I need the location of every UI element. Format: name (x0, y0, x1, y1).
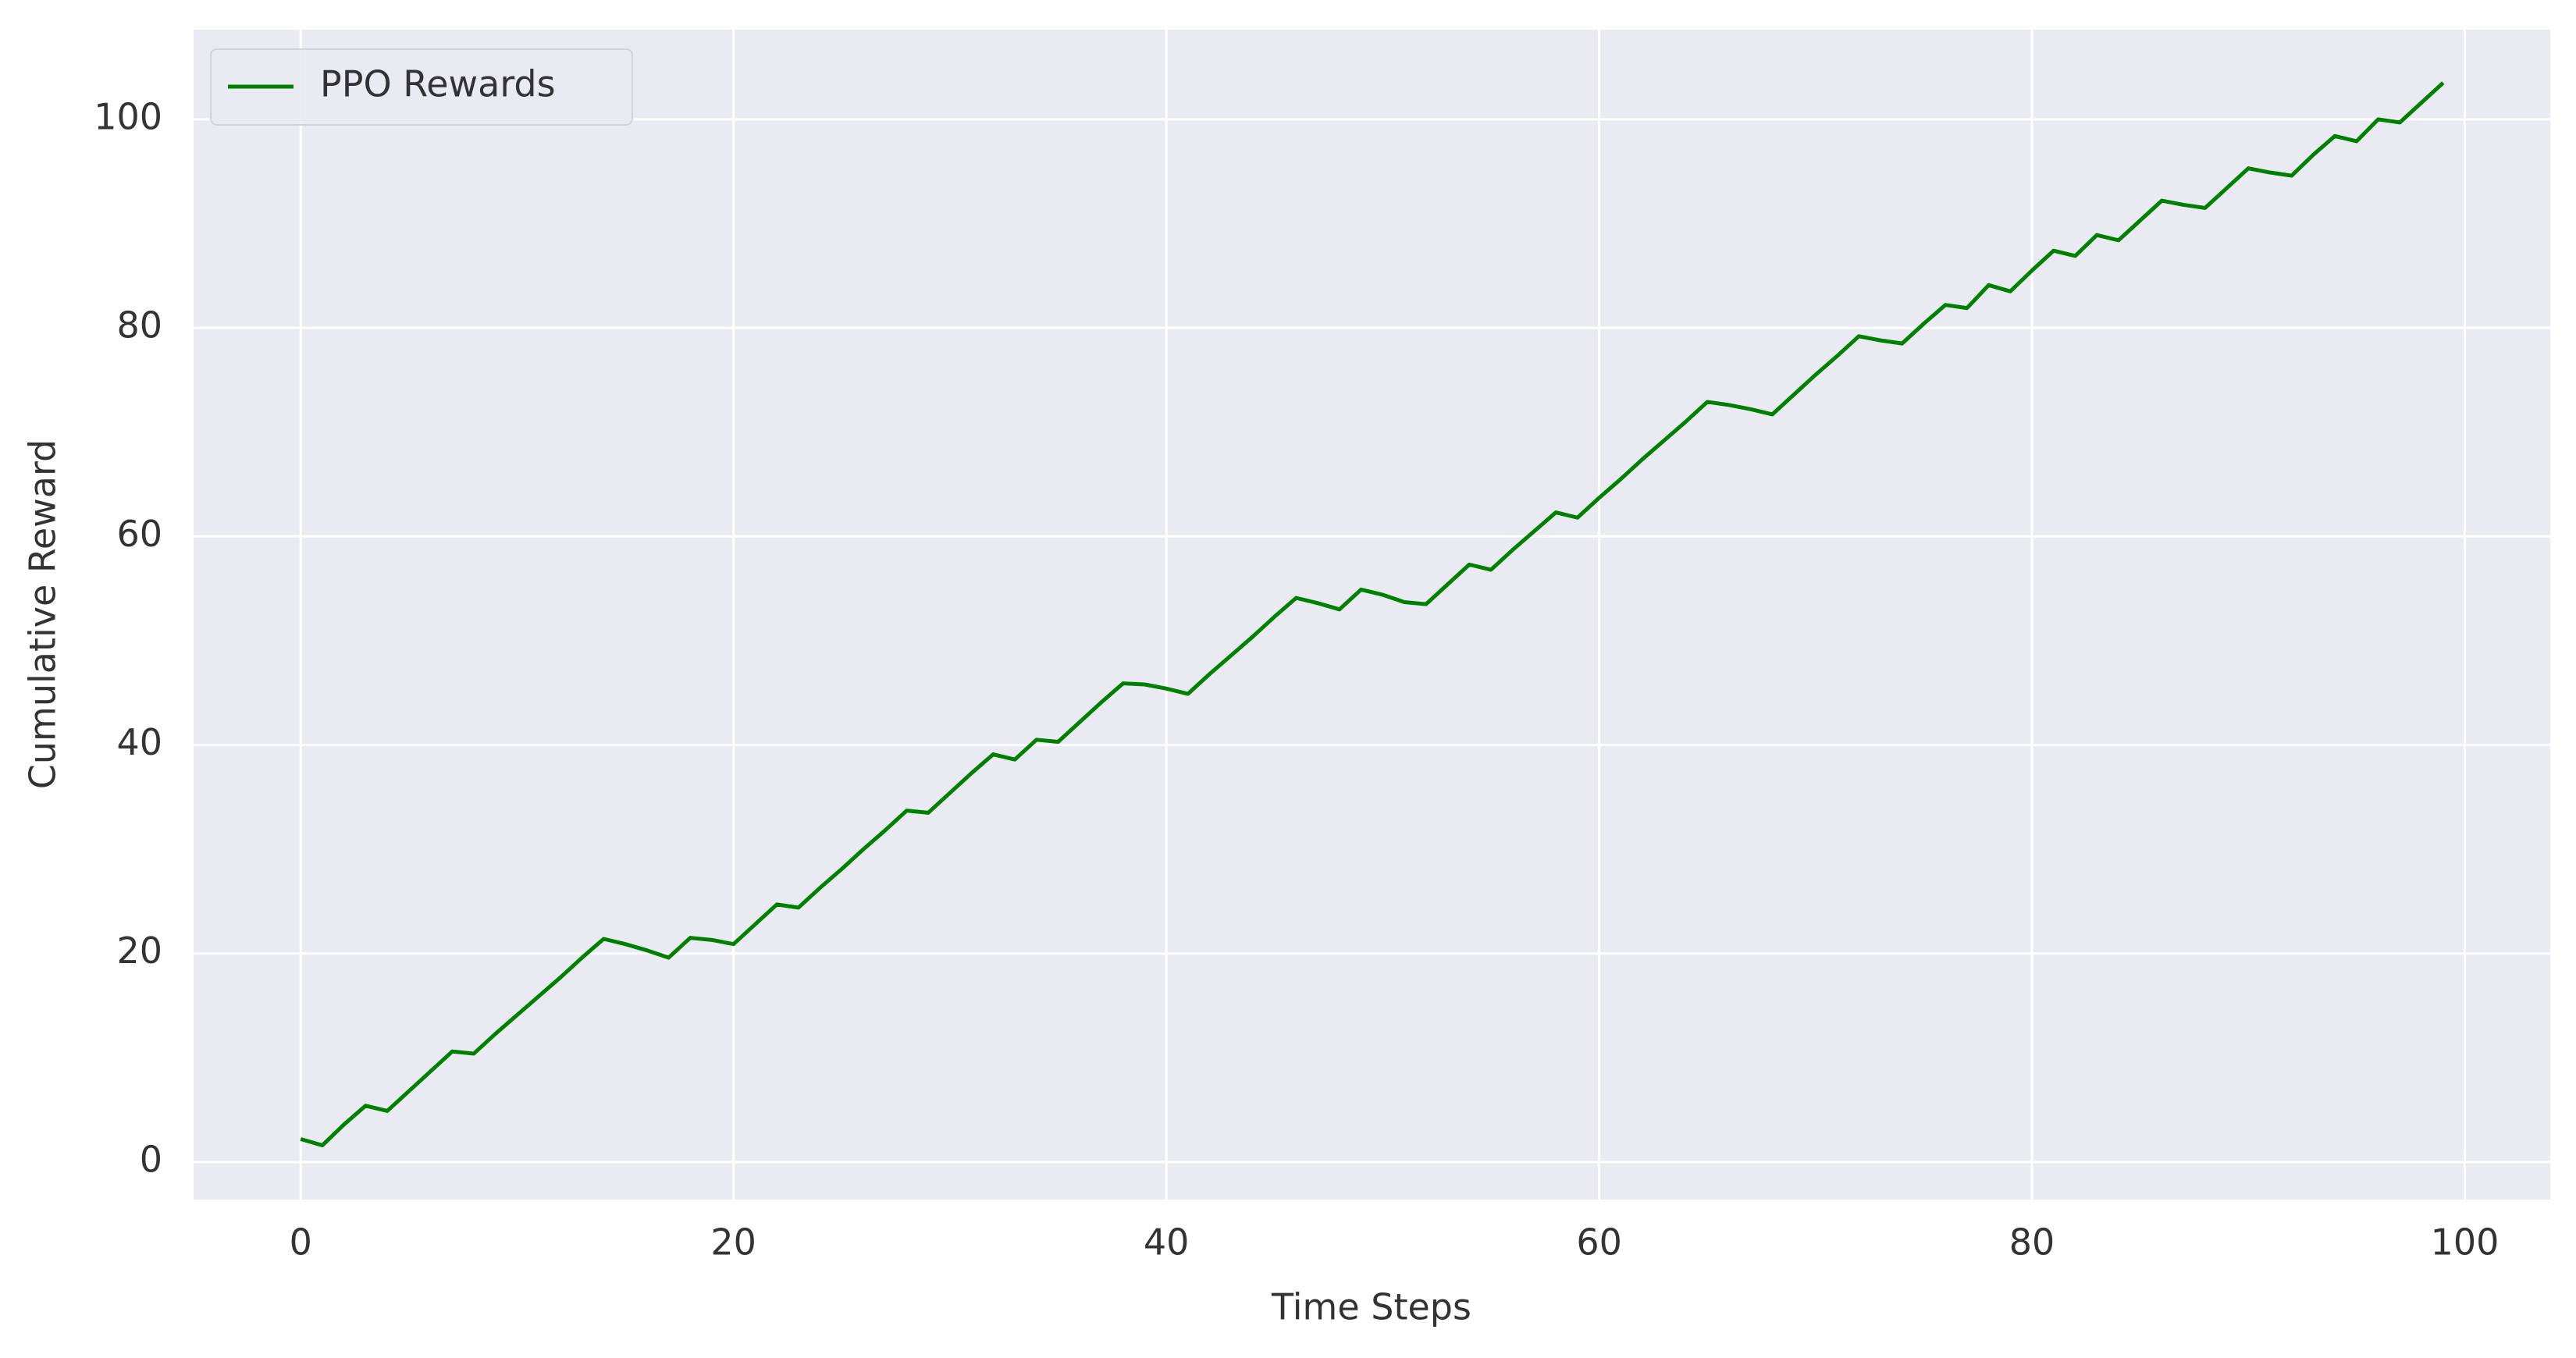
y-axis-label: Cumulative Reward (22, 439, 64, 789)
x-tick-label: 100 (2431, 1221, 2500, 1264)
legend-label: PPO Rewards (320, 63, 556, 105)
y-tick-label: 40 (116, 721, 162, 763)
y-tick-label: 20 (116, 930, 162, 972)
x-tick-label: 20 (710, 1221, 756, 1264)
y-tick-label: 100 (94, 95, 162, 137)
y-tick-label: 0 (140, 1138, 162, 1180)
y-tick-label: 80 (116, 304, 162, 347)
plot-area (194, 30, 2550, 1200)
x-tick-label: 80 (2009, 1221, 2055, 1264)
x-tick-label: 60 (1576, 1221, 1622, 1264)
x-axis-label: Time Steps (1271, 1286, 1471, 1328)
y-tick-label: 60 (116, 513, 162, 555)
x-tick-label: 40 (1144, 1221, 1190, 1264)
legend-box (210, 48, 633, 126)
x-tick-label: 0 (290, 1221, 312, 1264)
line (300, 81, 2445, 1148)
